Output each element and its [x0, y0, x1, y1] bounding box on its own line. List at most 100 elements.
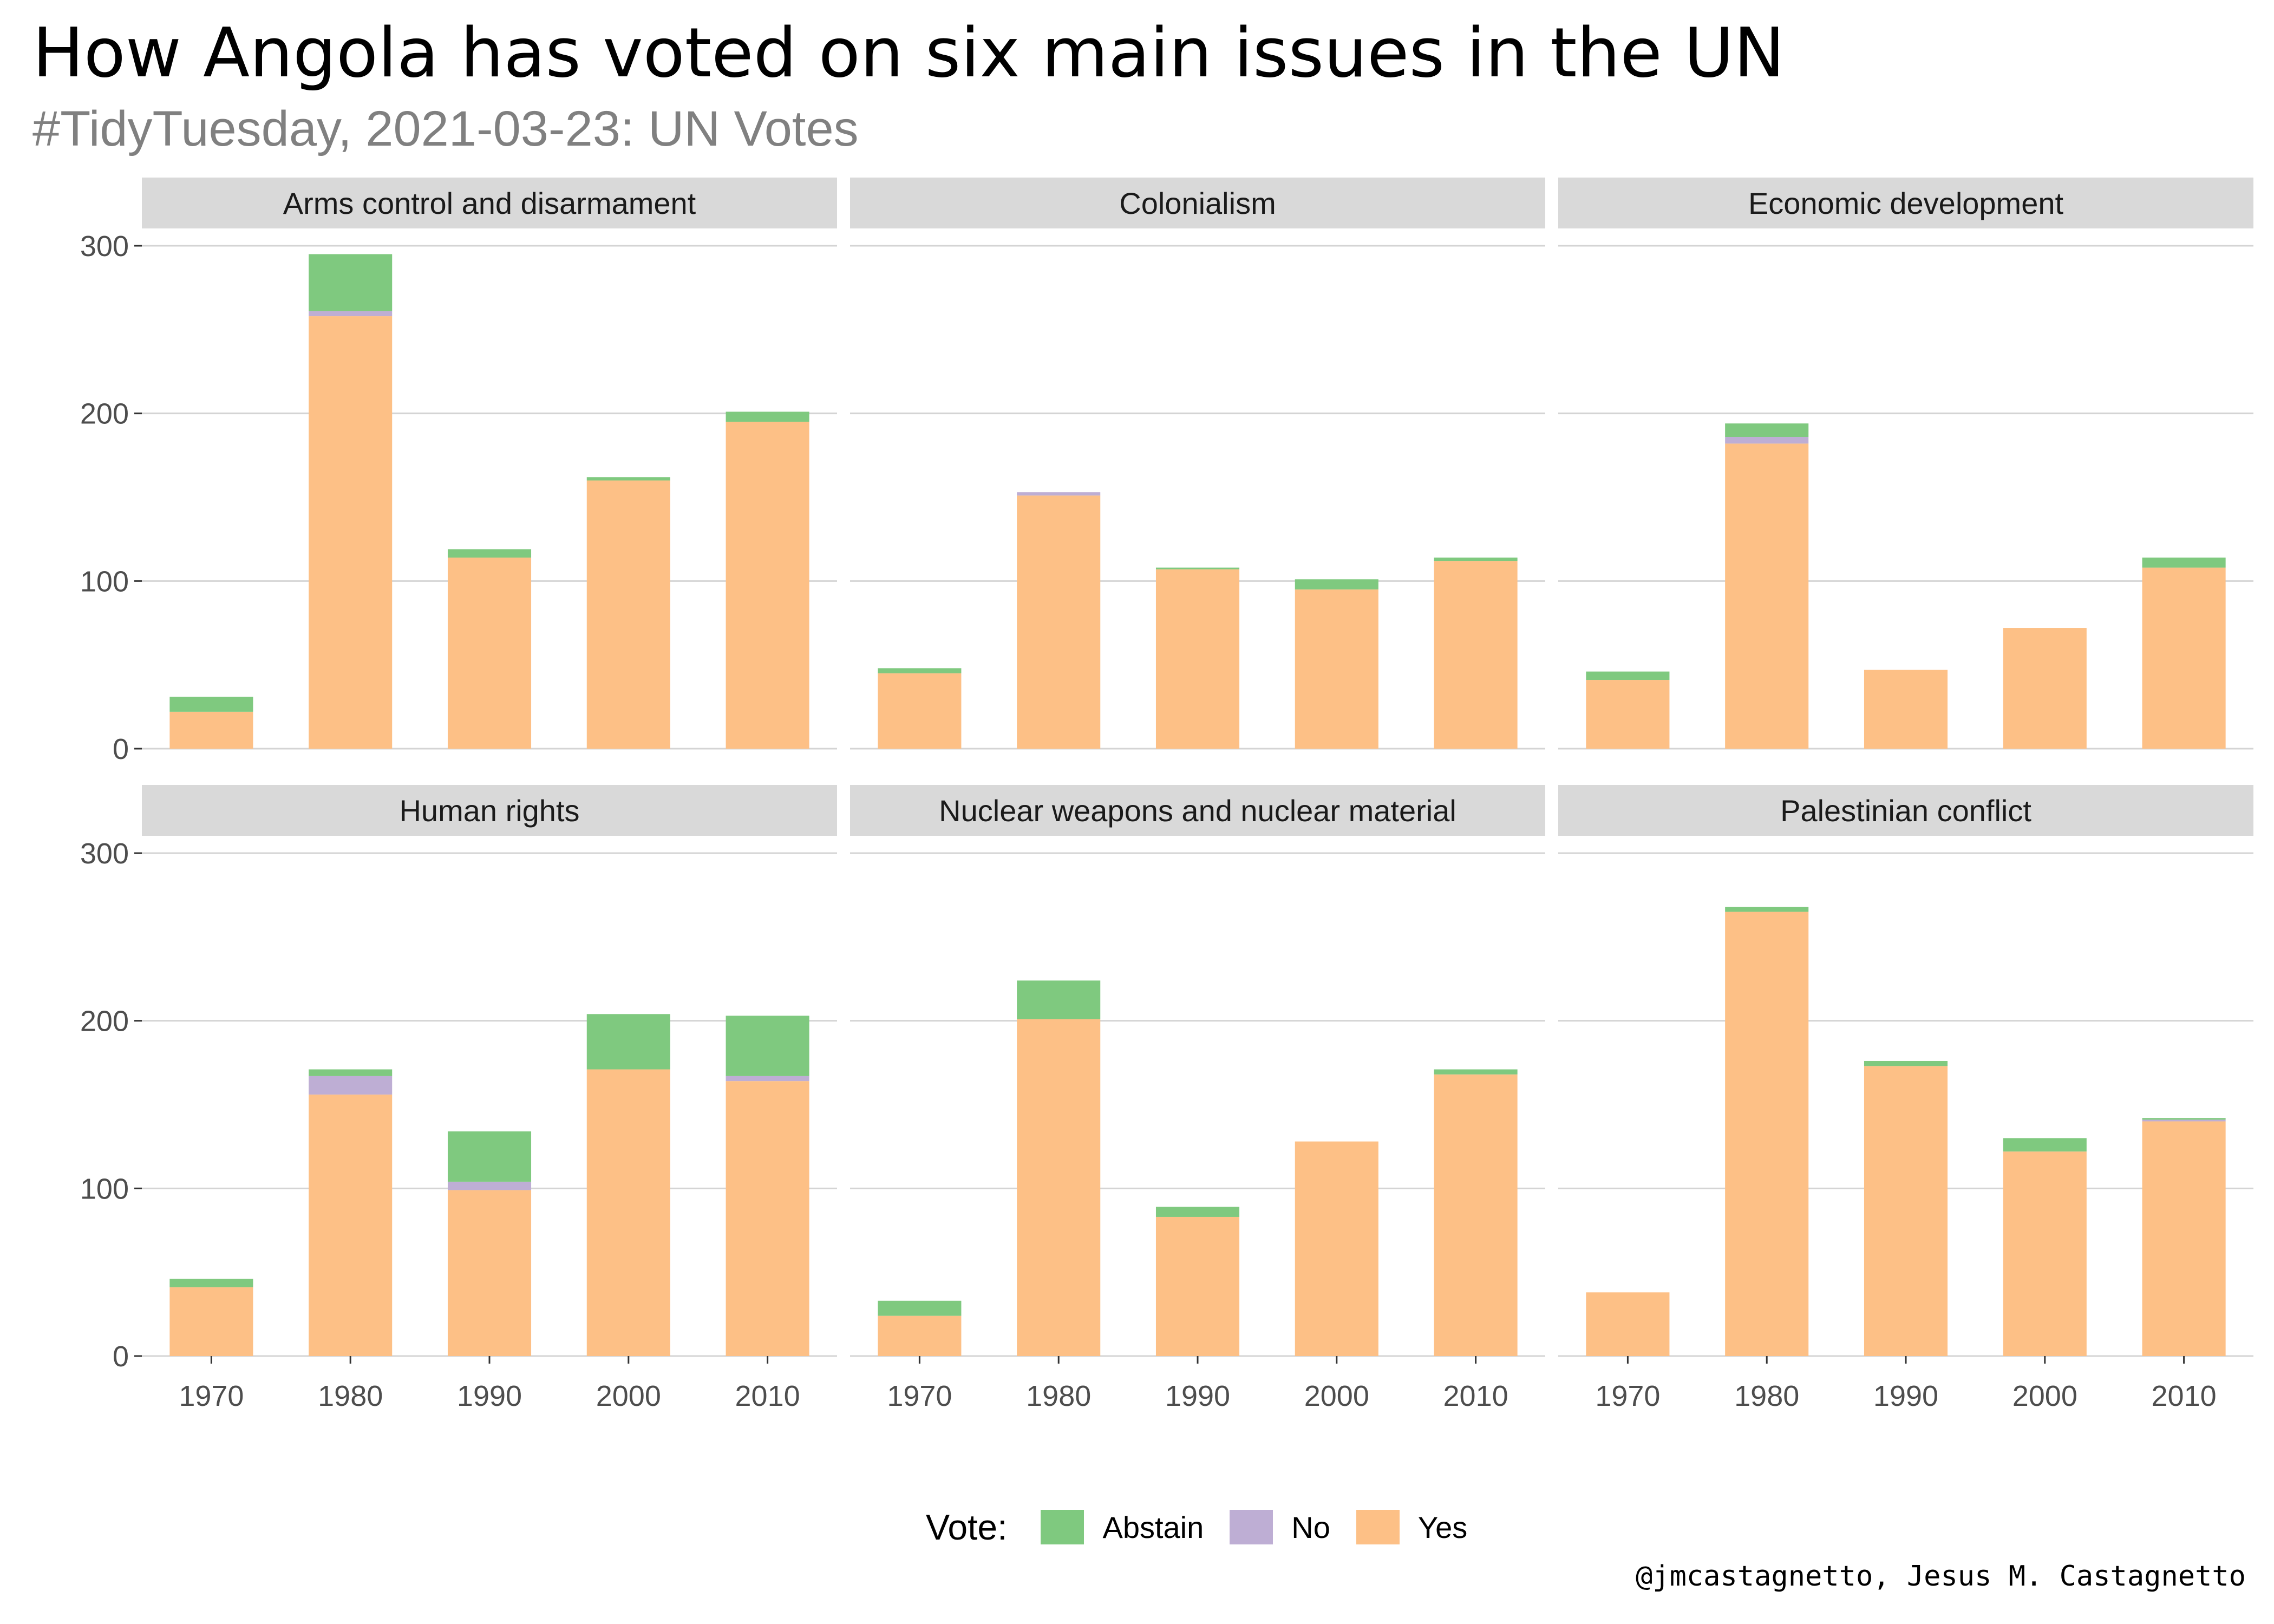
- bar-economic-development-1970-yes: [1586, 680, 1670, 749]
- bar-human-rights-2000-abstain: [586, 1014, 670, 1070]
- bar-colonialism-1990-yes: [1155, 569, 1240, 749]
- bar-human-rights-1970-abstain: [169, 1279, 253, 1288]
- bar-arms-control-and-disarmament-2010-abstain: [726, 411, 809, 422]
- legend-item-abstain: Abstain: [1041, 1510, 1204, 1545]
- faceted-bar-chart: Arms control and disarmament 0 100 200 300 Co…: [80, 178, 2253, 1412]
- bar-arms-control-and-disarmament-1980-abstain: [309, 254, 393, 311]
- bar-palestinian-conflict-2000-abstain: [2003, 1138, 2087, 1152]
- x-tick-label-palestinian-conflict-1980: 1980: [1734, 1380, 1799, 1412]
- bar-palestinian-conflict-2000-yes: [2003, 1151, 2087, 1356]
- bar-nuclear-weapons-and-nuclear-material-2000-yes: [1295, 1141, 1378, 1356]
- bar-nuclear-weapons-and-nuclear-material-1970-yes: [878, 1315, 962, 1356]
- facet-title-nuclear-weapons-and-nuclear-material: Nuclear weapons and nuclear material: [939, 794, 1456, 828]
- bar-nuclear-weapons-and-nuclear-material-1980-abstain: [1017, 980, 1101, 1019]
- bar-palestinian-conflict-2010-abstain: [2142, 1118, 2226, 1120]
- bar-economic-development-1990-yes: [1864, 670, 1948, 749]
- chart-subtitle: #TidyTuesday, 2021-03-23: UN Votes: [32, 101, 859, 156]
- bar-economic-development-1970-abstain: [1586, 671, 1670, 680]
- x-tick-label-nuclear-weapons-and-nuclear-material-1990: 1990: [1165, 1380, 1230, 1412]
- legend-item-no: No: [1230, 1510, 1330, 1545]
- x-tick-label-human-rights-2000: 2000: [596, 1380, 661, 1412]
- bar-human-rights-1980-yes: [309, 1094, 393, 1356]
- x-tick-label-palestinian-conflict-1990: 1990: [1873, 1380, 1938, 1412]
- bar-nuclear-weapons-and-nuclear-material-1980-yes: [1017, 1019, 1101, 1356]
- bar-human-rights-1990-abstain: [447, 1131, 532, 1182]
- bar-palestinian-conflict-2010-yes: [2142, 1121, 2226, 1356]
- facet-strip-palestinian-conflict: [1558, 785, 2253, 836]
- bar-arms-control-and-disarmament-1970-abstain: [169, 697, 253, 712]
- bar-arms-control-and-disarmament-2000-abstain: [586, 477, 670, 481]
- bar-arms-control-and-disarmament-1980-no: [309, 311, 393, 317]
- bar-economic-development-1980-abstain: [1725, 423, 1809, 437]
- bar-palestinian-conflict-1970-yes: [1586, 1292, 1670, 1356]
- bar-human-rights-2000-yes: [586, 1069, 670, 1356]
- bar-nuclear-weapons-and-nuclear-material-1990-abstain: [1155, 1207, 1240, 1217]
- bar-nuclear-weapons-and-nuclear-material-1990-yes: [1155, 1216, 1240, 1356]
- facet-strip-economic-development: [1558, 178, 2253, 228]
- facet-strip-colonialism: [850, 178, 1545, 228]
- x-tick-label-nuclear-weapons-and-nuclear-material-2010: 2010: [1443, 1380, 1508, 1412]
- bar-human-rights-2010-abstain: [726, 1016, 809, 1076]
- bar-economic-development-2000-yes: [2003, 628, 2087, 749]
- legend-label-no: No: [1291, 1510, 1330, 1544]
- bar-human-rights-2010-no: [726, 1076, 809, 1082]
- bar-colonialism-1970-abstain: [878, 668, 962, 673]
- bar-arms-control-and-disarmament-1990-yes: [447, 557, 532, 749]
- bar-palestinian-conflict-1980-yes: [1725, 912, 1809, 1356]
- bar-human-rights-1980-no: [309, 1076, 393, 1095]
- bar-economic-development-2010-abstain: [2142, 557, 2226, 568]
- legend-swatch-abstain: [1041, 1510, 1084, 1544]
- bar-colonialism-2010-yes: [1434, 561, 1518, 749]
- bar-colonialism-1990-abstain: [1155, 567, 1240, 569]
- bar-arms-control-and-disarmament-2010-yes: [726, 422, 809, 749]
- bar-human-rights-2010-yes: [726, 1081, 809, 1356]
- bar-nuclear-weapons-and-nuclear-material-2010-abstain: [1434, 1069, 1518, 1075]
- caption: @jmcastagnetto, Jesus M. Castagnetto: [1635, 1560, 2246, 1593]
- legend-label-abstain: Abstain: [1102, 1510, 1204, 1544]
- x-tick-label-human-rights-2010: 2010: [735, 1380, 800, 1412]
- bar-palestinian-conflict-1990-yes: [1864, 1066, 1948, 1356]
- y-tick-label-arms-control-and-disarmament-200: 200: [80, 398, 129, 430]
- bar-colonialism-2010-abstain: [1434, 557, 1518, 561]
- facet-title-economic-development: Economic development: [1748, 186, 2064, 220]
- x-tick-label-palestinian-conflict-2000: 2000: [2012, 1380, 2077, 1412]
- facet-title-palestinian-conflict: Palestinian conflict: [1780, 794, 2031, 828]
- bar-human-rights-1980-abstain: [309, 1069, 393, 1076]
- x-tick-label-human-rights-1980: 1980: [318, 1380, 383, 1412]
- facet-title-human-rights: Human rights: [399, 794, 579, 828]
- bar-colonialism-1970-yes: [878, 673, 962, 749]
- bar-colonialism-1980-yes: [1017, 495, 1101, 749]
- bar-human-rights-1990-no: [447, 1181, 532, 1190]
- bar-economic-development-1980-yes: [1725, 443, 1809, 749]
- x-tick-label-palestinian-conflict-1970: 1970: [1595, 1380, 1660, 1412]
- y-tick-label-arms-control-and-disarmament-100: 100: [80, 565, 129, 598]
- facet-title-colonialism: Colonialism: [1119, 186, 1276, 220]
- bar-colonialism-1980-no: [1017, 492, 1101, 496]
- y-tick-label-human-rights-0: 0: [113, 1340, 129, 1373]
- legend: Vote: Abstain No Yes: [926, 1503, 1493, 1551]
- legend-swatch-yes: [1356, 1510, 1400, 1544]
- y-tick-label-human-rights-300: 300: [80, 837, 129, 870]
- facet-strip-nuclear-weapons-and-nuclear-material: [850, 785, 1545, 836]
- x-tick-label-palestinian-conflict-2010: 2010: [2152, 1380, 2217, 1412]
- facet-title-arms-control-and-disarmament: Arms control and disarmament: [283, 186, 696, 220]
- x-tick-label-nuclear-weapons-and-nuclear-material-2000: 2000: [1304, 1380, 1369, 1412]
- bar-palestinian-conflict-1980-abstain: [1725, 907, 1809, 912]
- x-tick-label-human-rights-1970: 1970: [179, 1380, 244, 1412]
- bar-colonialism-2000-abstain: [1295, 579, 1378, 590]
- bar-palestinian-conflict-2010-no: [2142, 1119, 2226, 1122]
- bar-arms-control-and-disarmament-1970-yes: [169, 711, 253, 749]
- facet-strip-human-rights: [142, 785, 837, 836]
- facet-strip-arms-control-and-disarmament: [142, 178, 837, 228]
- legend-label-yes: Yes: [1417, 1510, 1468, 1544]
- chart-title: How Angola has voted on six main issues …: [32, 13, 1785, 93]
- legend-title: Vote:: [926, 1507, 1008, 1547]
- y-tick-label-human-rights-200: 200: [80, 1005, 129, 1038]
- y-tick-label-arms-control-and-disarmament-300: 300: [80, 230, 129, 263]
- legend-swatch-no: [1230, 1510, 1273, 1544]
- bar-palestinian-conflict-1990-abstain: [1864, 1060, 1948, 1066]
- bar-arms-control-and-disarmament-1990-abstain: [447, 549, 532, 558]
- bar-arms-control-and-disarmament-1980-yes: [309, 316, 393, 749]
- bar-economic-development-2010-yes: [2142, 567, 2226, 749]
- bar-nuclear-weapons-and-nuclear-material-1970-abstain: [878, 1300, 962, 1316]
